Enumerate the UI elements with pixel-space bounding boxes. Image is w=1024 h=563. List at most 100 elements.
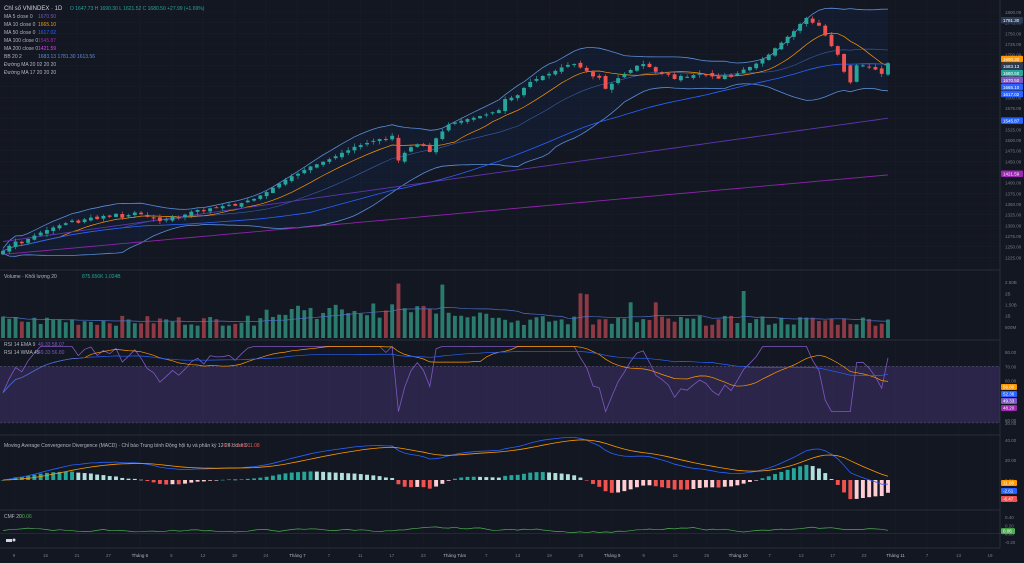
volume-bar[interactable] — [459, 315, 464, 338]
candle-body[interactable] — [616, 78, 621, 84]
candle-body[interactable] — [13, 241, 18, 247]
macd-histogram-bar[interactable] — [791, 468, 796, 480]
volume-bar[interactable] — [496, 317, 501, 338]
candle-body[interactable] — [647, 63, 652, 68]
volume-bar[interactable] — [352, 310, 357, 338]
candle-body[interactable] — [195, 209, 200, 212]
macd-histogram-bar[interactable] — [704, 480, 708, 488]
candle-body[interactable] — [641, 64, 646, 67]
candle-body[interactable] — [19, 241, 24, 244]
macd-histogram-bar[interactable] — [57, 471, 62, 480]
macd-histogram-bar[interactable] — [534, 472, 539, 480]
macd-histogram-bar[interactable] — [427, 480, 432, 489]
volume-bar[interactable] — [478, 312, 482, 338]
macd-histogram-bar[interactable] — [848, 480, 853, 500]
macd-histogram-bar[interactable] — [296, 472, 300, 480]
macd-histogram-bar[interactable] — [82, 473, 87, 480]
macd-histogram-bar[interactable] — [823, 473, 828, 480]
volume-bar[interactable] — [126, 319, 131, 338]
candle-body[interactable] — [296, 173, 300, 176]
volume-bar[interactable] — [729, 315, 734, 338]
candle-body[interactable] — [697, 73, 702, 75]
symbol-title[interactable]: Chỉ số VNINDEX · 1D — [4, 5, 63, 12]
volume-bar[interactable] — [252, 325, 257, 338]
volume-bar[interactable] — [434, 313, 439, 338]
candle-body[interactable] — [735, 73, 740, 76]
volume-bar[interactable] — [754, 319, 759, 338]
macd-histogram-bar[interactable] — [164, 480, 169, 485]
candle-body[interactable] — [773, 48, 777, 56]
macd-histogram-bar[interactable] — [584, 480, 589, 481]
macd-histogram-bar[interactable] — [371, 475, 376, 480]
volume-bar[interactable] — [867, 319, 872, 338]
macd-histogram-bar[interactable] — [51, 472, 56, 480]
volume-bar[interactable] — [798, 317, 803, 338]
macd-histogram-bar[interactable] — [835, 480, 840, 485]
candle-body[interactable] — [126, 215, 131, 217]
candle-body[interactable] — [220, 206, 225, 209]
macd-histogram-bar[interactable] — [277, 474, 282, 480]
volume-bar[interactable] — [365, 315, 369, 338]
volume-bar[interactable] — [132, 323, 137, 338]
macd-histogram-bar[interactable] — [773, 474, 777, 480]
candle-body[interactable] — [252, 198, 257, 201]
volume-bar[interactable] — [358, 313, 363, 338]
candle-body[interactable] — [484, 114, 489, 116]
macd-histogram-bar[interactable] — [252, 478, 257, 480]
candle-body[interactable] — [854, 65, 859, 82]
volume-bar[interactable] — [503, 319, 508, 338]
macd-histogram-bar[interactable] — [685, 480, 690, 490]
candle-body[interactable] — [597, 75, 602, 78]
candle-body[interactable] — [565, 64, 570, 67]
macd-histogram-bar[interactable] — [522, 473, 526, 480]
volume-bar[interactable] — [704, 325, 708, 338]
candle-body[interactable] — [710, 73, 715, 77]
volume-bar[interactable] — [396, 283, 401, 338]
candle-body[interactable] — [848, 65, 853, 83]
macd-histogram-bar[interactable] — [321, 471, 326, 480]
candle-body[interactable] — [716, 76, 721, 79]
macd-histogram-bar[interactable] — [829, 478, 834, 480]
macd-histogram-bar[interactable] — [509, 475, 514, 480]
macd-histogram-bar[interactable] — [289, 472, 294, 480]
candle-body[interactable] — [289, 176, 294, 181]
macd-label[interactable]: Moving Average Convergence Divergence (M… — [4, 442, 248, 449]
volume-bar[interactable] — [164, 319, 169, 338]
macd-histogram-bar[interactable] — [860, 480, 865, 499]
volume-bar[interactable] — [327, 307, 332, 338]
volume-bar[interactable] — [446, 312, 451, 338]
volume-bar[interactable] — [597, 319, 602, 338]
macd-histogram-bar[interactable] — [63, 471, 68, 480]
macd-histogram-bar[interactable] — [390, 477, 395, 480]
macd-histogram-bar[interactable] — [44, 472, 49, 480]
legend-label[interactable]: MA 10 close 0 — [4, 22, 36, 28]
volume-bar[interactable] — [377, 317, 382, 338]
macd-histogram-bar[interactable] — [239, 479, 244, 480]
price-tag[interactable] — [1001, 170, 1023, 177]
candle-body[interactable] — [653, 67, 658, 72]
macd-histogram-bar[interactable] — [189, 480, 194, 483]
volume-bar[interactable] — [440, 284, 445, 338]
candle-body[interactable] — [308, 166, 313, 171]
macd-histogram-bar[interactable] — [264, 476, 269, 480]
macd-histogram-bar[interactable] — [434, 480, 439, 487]
macd-histogram-bar[interactable] — [365, 474, 369, 480]
candle-body[interactable] — [427, 144, 432, 152]
candle-body[interactable] — [63, 223, 68, 225]
macd-histogram-bar[interactable] — [195, 480, 200, 482]
volume-bar[interactable] — [534, 317, 539, 338]
volume-bar[interactable] — [860, 317, 865, 338]
candle-body[interactable] — [88, 217, 93, 221]
candle-body[interactable] — [214, 207, 219, 209]
macd-histogram-bar[interactable] — [810, 466, 815, 480]
macd-histogram-bar[interactable] — [70, 471, 74, 480]
macd-histogram-bar[interactable] — [553, 473, 558, 480]
macd-histogram-bar[interactable] — [496, 477, 501, 480]
volume-bar[interactable] — [114, 325, 118, 338]
volume-bar[interactable] — [616, 317, 621, 338]
candle-body[interactable] — [415, 144, 420, 147]
macd-pane[interactable] — [1, 437, 890, 500]
candle-body[interactable] — [628, 70, 633, 73]
macd-tag[interactable] — [1001, 480, 1017, 486]
volume-bar[interactable] — [773, 323, 777, 338]
